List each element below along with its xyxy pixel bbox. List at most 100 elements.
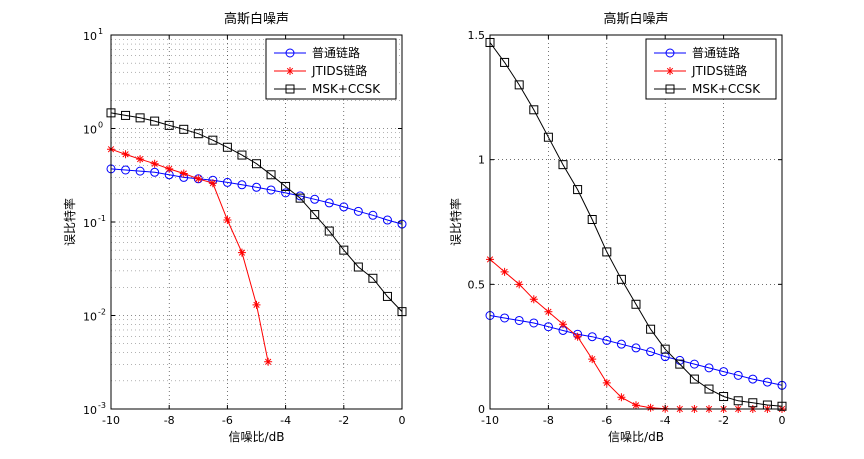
y-axis-label: 误比特率	[62, 198, 77, 246]
series-2	[485, 37, 787, 411]
data-point-star	[559, 320, 567, 329]
legend-marker-star	[666, 67, 674, 75]
x-tick-label: -2	[718, 414, 729, 427]
data-point-circle	[135, 166, 145, 176]
data-point-square	[602, 247, 612, 257]
data-point-star	[165, 164, 174, 173]
data-point-circle	[281, 188, 291, 198]
data-point-circle	[704, 363, 714, 373]
legend-marker-star	[286, 67, 294, 75]
data-point-square	[339, 245, 349, 255]
data-point-square	[543, 132, 553, 142]
data-point-square	[310, 210, 320, 220]
data-point-star	[544, 307, 553, 316]
legend-marker-circle	[285, 48, 295, 58]
plot-frame	[489, 34, 783, 410]
x-tick-label: -6	[601, 414, 612, 427]
data-point-square	[164, 120, 174, 130]
x-tick-label: 0	[779, 414, 786, 427]
y-tick-label-base: 10	[83, 311, 97, 324]
series-line	[489, 42, 783, 407]
y-tick-label-exponent: -3	[98, 401, 106, 410]
data-point-circle	[222, 177, 232, 187]
x-axis-label: 信噪比/dB	[229, 430, 285, 444]
data-point-star	[602, 378, 611, 387]
data-point-square	[514, 80, 524, 90]
data-point-circle	[529, 318, 539, 328]
y-tick-label-exponent: -2	[98, 308, 106, 317]
data-point-square	[689, 374, 699, 384]
data-point-square	[237, 150, 247, 160]
legend-item: JTIDS链路	[654, 63, 747, 78]
legend-item: MSK+CCSK	[654, 82, 761, 96]
data-point-circle	[514, 315, 524, 325]
data-point-circle	[324, 198, 334, 208]
legend-label: JTIDS链路	[311, 63, 367, 78]
data-point-square	[324, 226, 334, 236]
data-point-circle	[266, 185, 276, 195]
data-point-square	[281, 181, 291, 191]
data-point-star	[573, 332, 582, 341]
data-point-star	[500, 267, 509, 276]
data-point-circle	[543, 322, 553, 332]
data-point-circle	[150, 167, 160, 177]
y-tick-label-base: 10	[83, 30, 97, 43]
data-point-square	[208, 135, 218, 145]
data-point-square	[704, 384, 714, 394]
data-point-circle	[733, 370, 743, 380]
legend-label: 普通链路	[692, 45, 740, 60]
data-point-circle	[252, 182, 261, 192]
data-point-square	[558, 160, 568, 170]
data-point-star	[237, 248, 246, 257]
data-point-square	[748, 398, 758, 408]
data-point-star	[264, 357, 273, 366]
chart-title: 高斯白噪声	[603, 11, 668, 27]
series-line	[110, 168, 403, 225]
legend-marker-circle	[665, 48, 675, 58]
y-tick-label-base: 10	[83, 217, 97, 230]
data-point-square	[266, 170, 276, 180]
data-point-square	[179, 124, 189, 134]
data-point-star	[208, 179, 217, 188]
data-point-square	[660, 344, 670, 354]
legend-item: JTIDS链路	[274, 63, 367, 78]
legend: 普通链路 JTIDS链路 MSK+CCSK	[645, 38, 777, 100]
data-point-circle	[748, 374, 758, 384]
data-point-square	[616, 274, 626, 284]
y-axis-label: 误比特率	[448, 198, 463, 246]
y-tick-label: 1.5	[468, 29, 486, 42]
data-point-star	[646, 403, 655, 412]
data-point-square	[252, 159, 261, 169]
y-tick-label-exponent: -1	[98, 214, 106, 223]
data-point-star	[529, 295, 538, 304]
y-tick-label-base: 10	[83, 404, 97, 417]
legend-item: MSK+CCSK	[274, 82, 381, 96]
data-point-square	[529, 105, 539, 115]
data-point-star	[515, 280, 524, 289]
data-point-circle	[689, 359, 699, 369]
data-point-square	[382, 291, 392, 301]
x-tick-label: -8	[164, 414, 175, 427]
data-point-square	[631, 299, 641, 309]
data-point-square	[573, 185, 583, 195]
data-point-circle	[121, 165, 131, 175]
data-point-star	[223, 216, 232, 225]
legend-marker-square	[665, 84, 675, 94]
legend: 普通链路 JTIDS链路 MSK+CCSK	[265, 38, 397, 100]
series-line	[110, 112, 403, 312]
data-point-square	[150, 116, 160, 126]
legend-label: JTIDS链路	[691, 63, 747, 78]
data-point-square	[193, 129, 203, 139]
chart-title: 高斯白噪声	[224, 11, 289, 27]
x-tick-label: -10	[481, 414, 499, 427]
data-point-star	[179, 169, 188, 178]
data-point-circle	[646, 347, 656, 357]
x-tick-label: -4	[660, 414, 671, 427]
data-point-circle	[602, 335, 612, 345]
data-point-circle	[353, 206, 363, 216]
legend-label: 普通链路	[312, 45, 360, 60]
x-tick-label: 0	[399, 414, 406, 427]
